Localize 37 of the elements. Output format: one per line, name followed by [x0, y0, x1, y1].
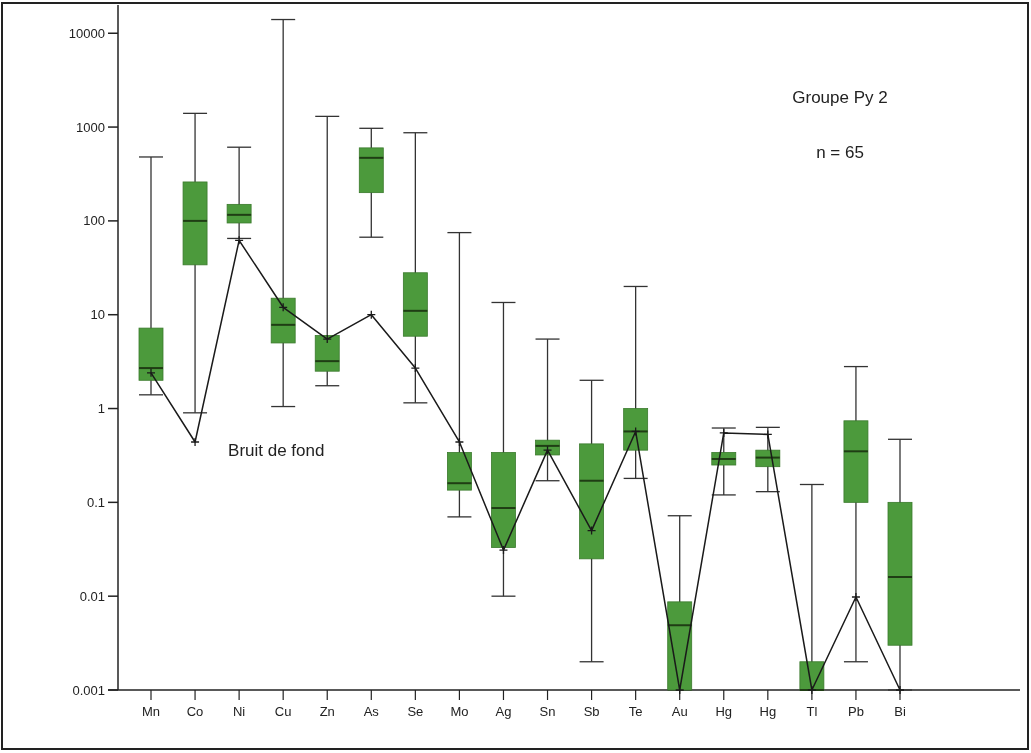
- x-tick-label: Hg: [715, 704, 733, 719]
- x-tick-label: Sb: [583, 704, 600, 719]
- x-tick-label: As: [363, 704, 380, 719]
- y-tick-label: 100: [83, 213, 105, 229]
- point: [719, 428, 729, 438]
- y-tick-label: 1: [97, 401, 105, 417]
- y-tick-label: 0.001: [72, 682, 105, 698]
- x-tick-label: Au: [671, 704, 688, 719]
- x-tick-label: Se: [407, 704, 424, 719]
- series-label: Bruit de fond: [228, 440, 325, 460]
- x-tick-label: Tl: [806, 704, 818, 719]
- x-tick-label: Cu: [274, 704, 292, 719]
- point: [146, 368, 156, 378]
- y-tick-label: 1000: [76, 119, 105, 135]
- x-tick-label: Te: [628, 704, 643, 719]
- x-tick-label: Hg: [759, 704, 777, 719]
- x-tick-label: Sn: [539, 704, 556, 719]
- annotation: Groupe Py 2: [792, 88, 888, 107]
- point: [454, 437, 465, 447]
- x-tick-label: Pb: [847, 704, 864, 719]
- x-tick-label: Bi: [894, 704, 906, 719]
- y-tick-label: 0.01: [79, 588, 105, 604]
- point: [498, 545, 509, 555]
- y-tick-label: 10: [90, 307, 105, 323]
- x-tick-label: Mo: [450, 704, 469, 719]
- x-tick-label: Zn: [319, 704, 335, 719]
- point: [190, 437, 200, 447]
- x-tick-label: Ag: [495, 704, 512, 719]
- x-tick-label: Co: [186, 704, 204, 719]
- y-tick-label: 10000: [68, 25, 105, 41]
- annotation: n = 65: [816, 143, 864, 162]
- point: [410, 363, 420, 373]
- point: [322, 334, 332, 344]
- point: [851, 592, 861, 602]
- x-tick-label: Mn: [141, 704, 161, 719]
- x-tick-label: Ni: [232, 704, 246, 719]
- y-tick-label: 0.1: [86, 494, 105, 510]
